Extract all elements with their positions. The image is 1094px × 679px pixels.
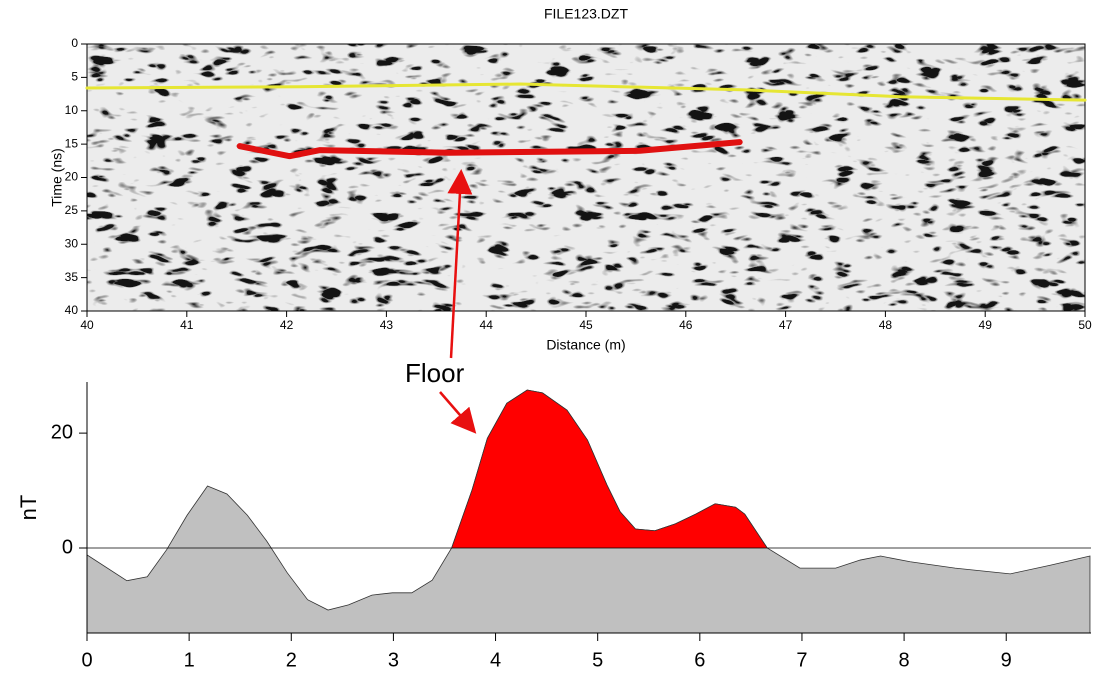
annotation-arrow bbox=[439, 391, 477, 434]
x-axis-label: Distance (m) bbox=[546, 337, 625, 353]
x-tick-label: 43 bbox=[380, 318, 394, 332]
x-tick-label: 3 bbox=[388, 649, 399, 671]
x-tick-label: 6 bbox=[694, 649, 705, 671]
highlight-area bbox=[451, 389, 768, 548]
x-tick-label: 45 bbox=[579, 318, 593, 332]
x-tick-label: 2 bbox=[286, 649, 297, 671]
x-tick-label: 0 bbox=[81, 649, 92, 671]
x-tick-label: 5 bbox=[592, 649, 603, 671]
x-tick-label: 46 bbox=[679, 318, 693, 332]
x-tick-label: 50 bbox=[1078, 318, 1092, 332]
x-tick-label: 4 bbox=[490, 649, 501, 671]
y-tick-label: 0 bbox=[62, 536, 73, 558]
y-tick-label: 20 bbox=[51, 421, 73, 443]
x-tick-label: 40 bbox=[80, 318, 94, 332]
chart-title: FILE123.DZT bbox=[544, 6, 628, 22]
y-tick-label: 30 bbox=[65, 236, 79, 250]
x-tick-label: 42 bbox=[280, 318, 294, 332]
x-tick-label: 1 bbox=[184, 649, 195, 671]
y-axis-label: nT bbox=[16, 495, 41, 521]
x-tick-label: 48 bbox=[879, 318, 893, 332]
x-tick-label: 8 bbox=[899, 649, 910, 671]
x-tick-label: 7 bbox=[796, 649, 807, 671]
horizon-line bbox=[236, 139, 743, 160]
y-tick-label: 20 bbox=[65, 170, 79, 184]
y-tick-label: 5 bbox=[71, 70, 78, 84]
horizon-line bbox=[85, 82, 1087, 102]
x-tick-label: 49 bbox=[979, 318, 993, 332]
x-tick-label: 44 bbox=[480, 318, 494, 332]
x-tick-label: 41 bbox=[180, 318, 194, 332]
y-tick-label: 15 bbox=[65, 136, 79, 150]
y-axis-label: Time (ns) bbox=[49, 148, 65, 207]
y-tick-label: 40 bbox=[65, 303, 79, 317]
radargram-texture bbox=[87, 44, 1085, 311]
y-tick-label: 10 bbox=[65, 103, 79, 117]
y-tick-label: 0 bbox=[71, 36, 78, 50]
annotation-arrow bbox=[447, 169, 473, 359]
x-tick-label: 9 bbox=[1001, 649, 1012, 671]
annotation: Floor bbox=[405, 358, 465, 388]
y-tick-label: 25 bbox=[65, 203, 79, 217]
y-tick-label: 35 bbox=[65, 270, 79, 284]
x-tick-label: 47 bbox=[779, 318, 793, 332]
